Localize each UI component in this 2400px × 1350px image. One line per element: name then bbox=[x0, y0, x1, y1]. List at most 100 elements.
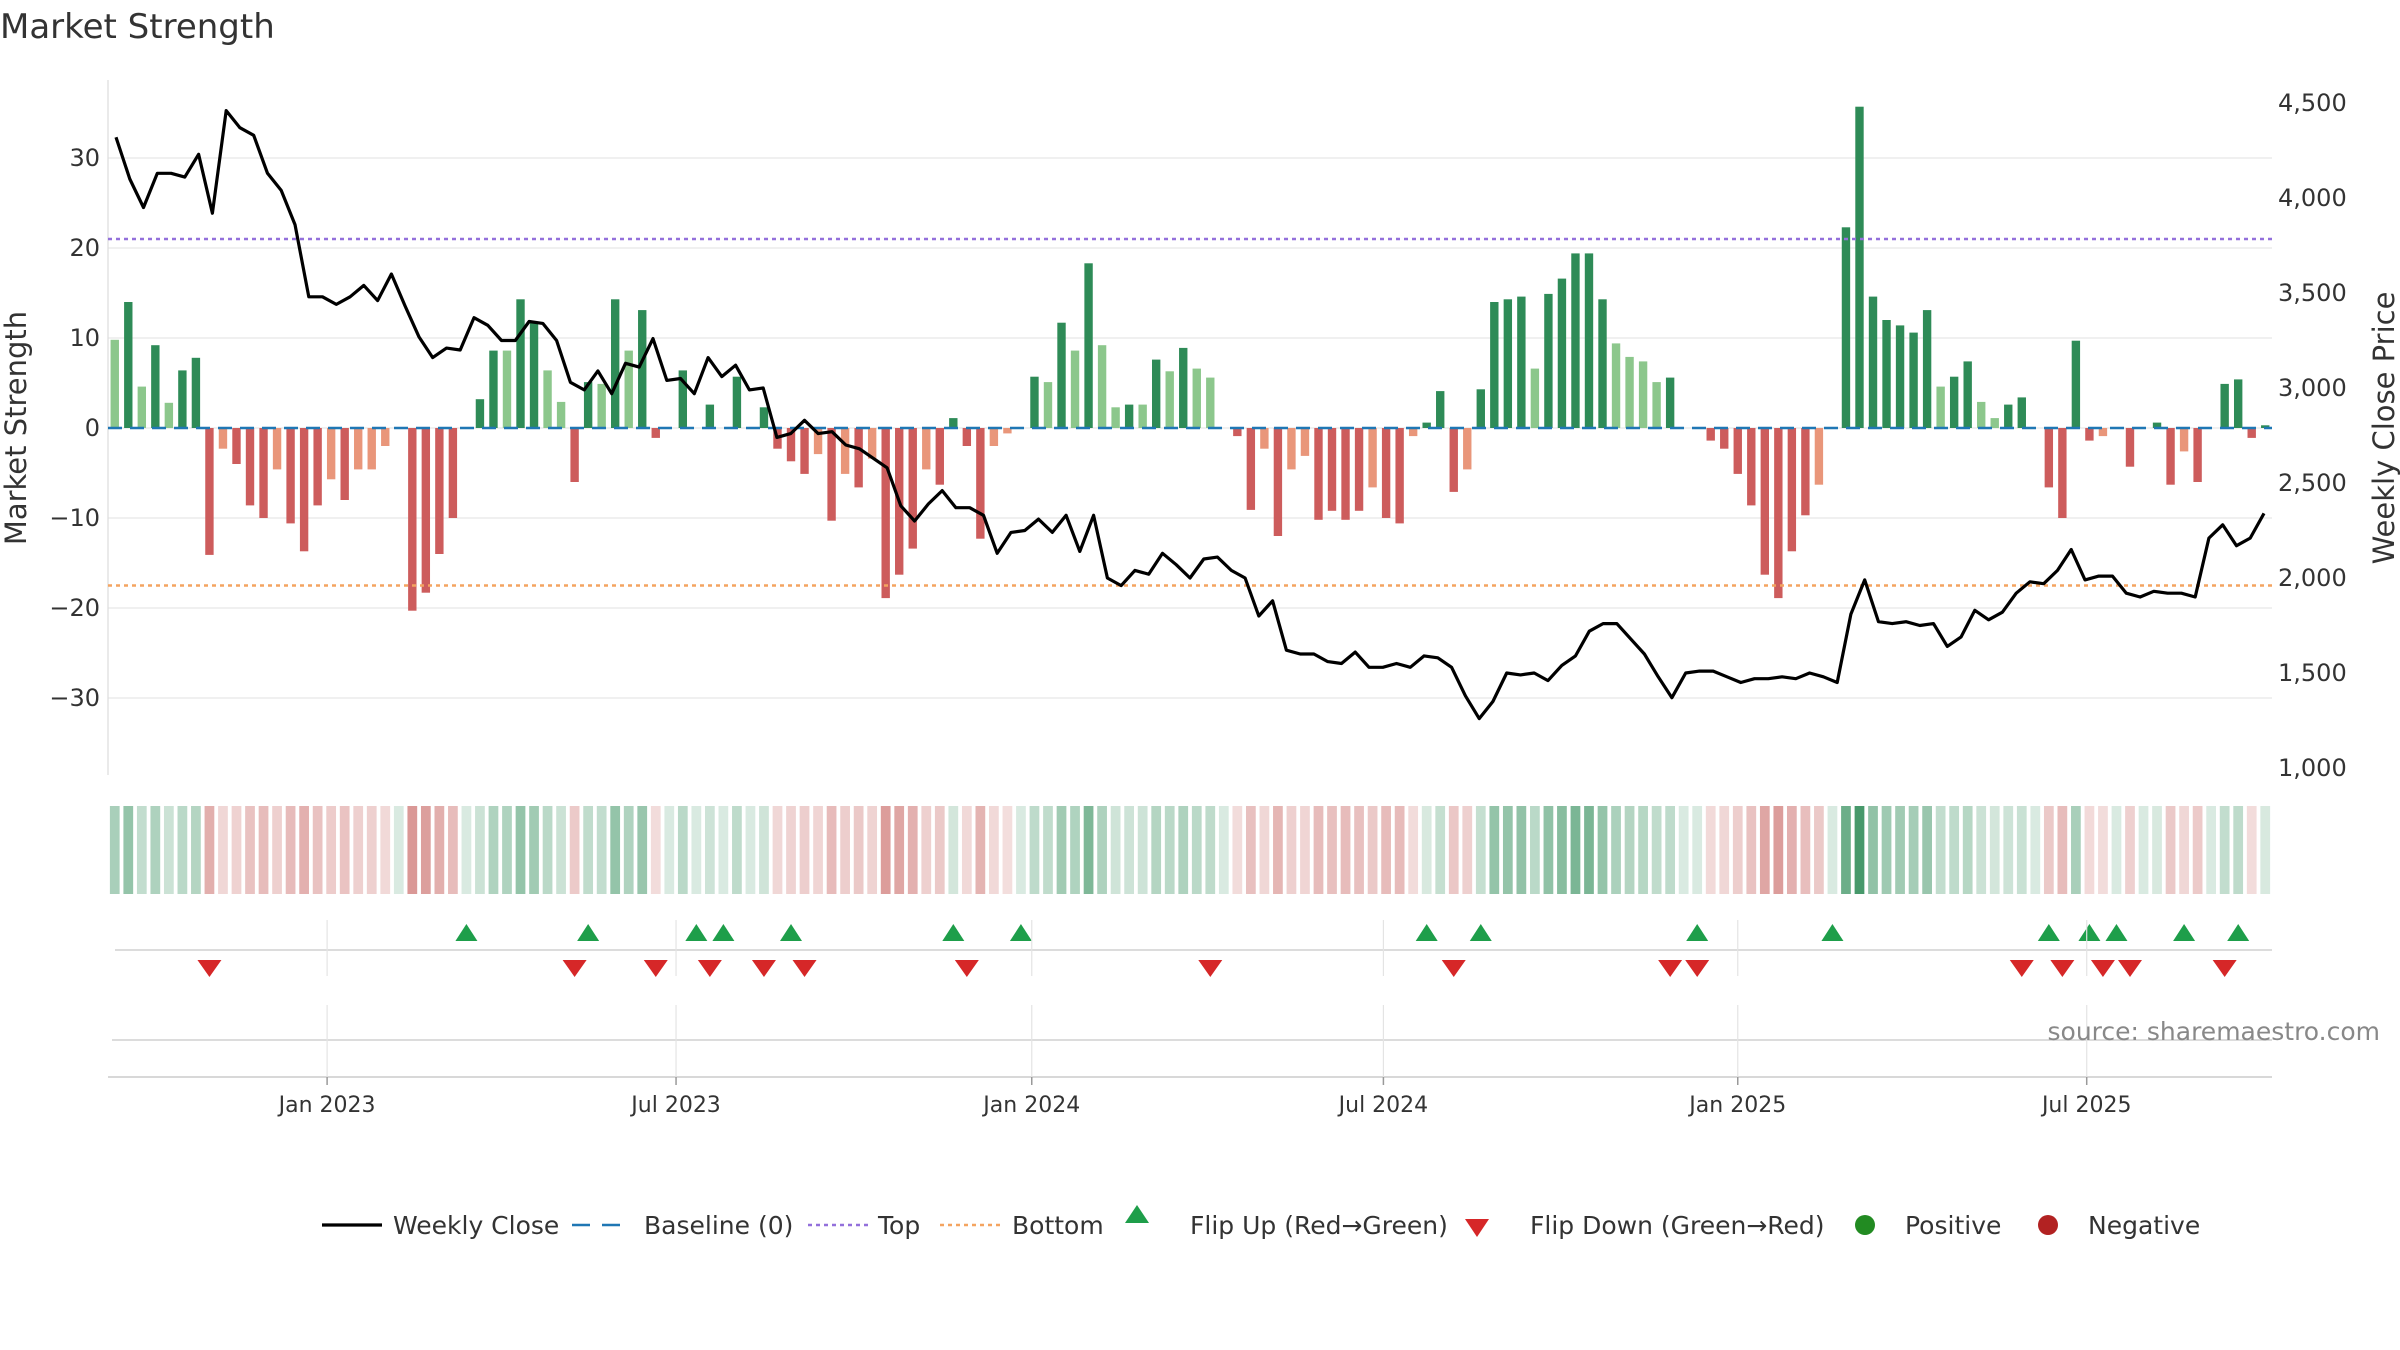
strength-bar bbox=[1463, 428, 1472, 470]
heat-cell bbox=[1124, 806, 1135, 894]
heat-cell bbox=[1949, 806, 1960, 894]
strength-bar bbox=[1111, 407, 1120, 428]
strength-bar bbox=[1084, 263, 1093, 428]
y-axis-label: Market Strength bbox=[0, 311, 33, 545]
heat-cell bbox=[420, 806, 431, 894]
heat-cell bbox=[623, 806, 634, 894]
heat-cell bbox=[1137, 806, 1148, 894]
strength-bar bbox=[151, 345, 160, 428]
heat-cell bbox=[448, 806, 458, 894]
strength-bar bbox=[1124, 404, 1134, 428]
heat-cell bbox=[583, 806, 594, 894]
heat-cell bbox=[1286, 806, 1297, 894]
heat-cell bbox=[1935, 806, 1946, 894]
strength-bar bbox=[2044, 428, 2054, 488]
y-tick-label: −20 bbox=[49, 594, 100, 622]
reference-lines bbox=[108, 237, 2272, 587]
strength-bar bbox=[1314, 428, 1323, 520]
heat-cell bbox=[556, 806, 566, 894]
strength-bar bbox=[543, 370, 552, 428]
flip-down-marker bbox=[1685, 960, 1710, 977]
strength-bar bbox=[408, 428, 417, 611]
flip-down-marker bbox=[562, 960, 587, 977]
strength-bar bbox=[1733, 428, 1742, 474]
strength-bar bbox=[678, 370, 688, 428]
heat-cell bbox=[610, 806, 621, 894]
heat-cell bbox=[1151, 806, 1162, 894]
strength-bar bbox=[840, 428, 850, 474]
strength-bar bbox=[516, 299, 525, 428]
strength-bar bbox=[1273, 428, 1283, 536]
flip-up-marker bbox=[1686, 924, 1709, 941]
heat-cell bbox=[840, 806, 850, 894]
strength-bar bbox=[124, 302, 133, 428]
strength-bar bbox=[1801, 428, 1810, 516]
strength-bar bbox=[2166, 428, 2175, 485]
heat-cell bbox=[1922, 806, 1932, 894]
strength-bar bbox=[299, 428, 309, 552]
heat-cell bbox=[853, 806, 864, 894]
strength-bar bbox=[1260, 428, 1269, 449]
strength-bar bbox=[1165, 371, 1174, 428]
heat-cell bbox=[1178, 806, 1189, 894]
strength-bar bbox=[110, 339, 119, 428]
heat-cell bbox=[1043, 806, 1053, 894]
heat-cell bbox=[732, 806, 742, 894]
heat-cell bbox=[975, 806, 986, 894]
heat-cell bbox=[434, 806, 445, 894]
strength-bar bbox=[218, 428, 228, 449]
heat-cell bbox=[191, 806, 201, 894]
heat-cell bbox=[163, 806, 174, 894]
strength-bar bbox=[976, 428, 985, 539]
strength-bar bbox=[949, 418, 958, 428]
strength-bar bbox=[137, 386, 147, 428]
heat-cell bbox=[1881, 806, 1892, 894]
heat-cell bbox=[961, 806, 972, 894]
flip-down-marker bbox=[2212, 960, 2237, 977]
heat-cell bbox=[1651, 806, 1662, 894]
strength-bar bbox=[272, 428, 282, 470]
flip-down-marker bbox=[1441, 960, 1466, 977]
legend-label: Flip Down (Green→Red) bbox=[1530, 1211, 1825, 1240]
heat-cell bbox=[2246, 806, 2257, 894]
strength-bar bbox=[1395, 428, 1404, 524]
flip-down-marker bbox=[751, 960, 776, 977]
strength-bar bbox=[1003, 428, 1012, 434]
strength-bar bbox=[1341, 428, 1350, 520]
flip-up-marker bbox=[780, 924, 803, 941]
heat-cell bbox=[312, 806, 323, 894]
flip-up-marker bbox=[577, 924, 600, 941]
y2-tick-label: 2,500 bbox=[2278, 469, 2347, 497]
y-tick-label: 10 bbox=[69, 324, 100, 352]
heat-cell bbox=[759, 806, 769, 894]
x-tick-label: Jan 2023 bbox=[277, 1093, 376, 1118]
heat-cell bbox=[1408, 806, 1419, 894]
heat-cell bbox=[1665, 806, 1676, 894]
heat-cell bbox=[1759, 806, 1770, 894]
heat-cell bbox=[1624, 806, 1635, 894]
y-axis-left: −30 −20 −10 0 10 20 30 bbox=[49, 144, 100, 712]
legend-swatch-flip-down bbox=[1465, 1219, 1489, 1237]
heat-cell bbox=[353, 806, 364, 894]
heat-cell bbox=[569, 806, 580, 894]
strength-bar bbox=[597, 383, 606, 428]
strength-bar bbox=[313, 428, 322, 506]
flip-up-marker bbox=[942, 924, 965, 941]
heat-cell bbox=[2043, 806, 2054, 894]
heat-cell bbox=[772, 806, 783, 894]
heat-cell bbox=[2206, 806, 2217, 894]
flip-up-marker bbox=[2078, 924, 2101, 941]
strength-bar bbox=[1233, 428, 1242, 437]
strength-bar bbox=[354, 428, 363, 470]
strength-bar bbox=[570, 428, 579, 482]
heat-cell bbox=[529, 806, 539, 894]
heat-cell bbox=[650, 806, 661, 894]
strength-bar bbox=[1530, 368, 1540, 428]
strength-bar bbox=[2220, 383, 2229, 428]
legend-label: Positive bbox=[1905, 1211, 2001, 1240]
strength-bar bbox=[1963, 361, 1972, 428]
strength-bar bbox=[1057, 322, 1066, 428]
strength-bar bbox=[610, 299, 620, 428]
heat-cell bbox=[1732, 806, 1743, 894]
